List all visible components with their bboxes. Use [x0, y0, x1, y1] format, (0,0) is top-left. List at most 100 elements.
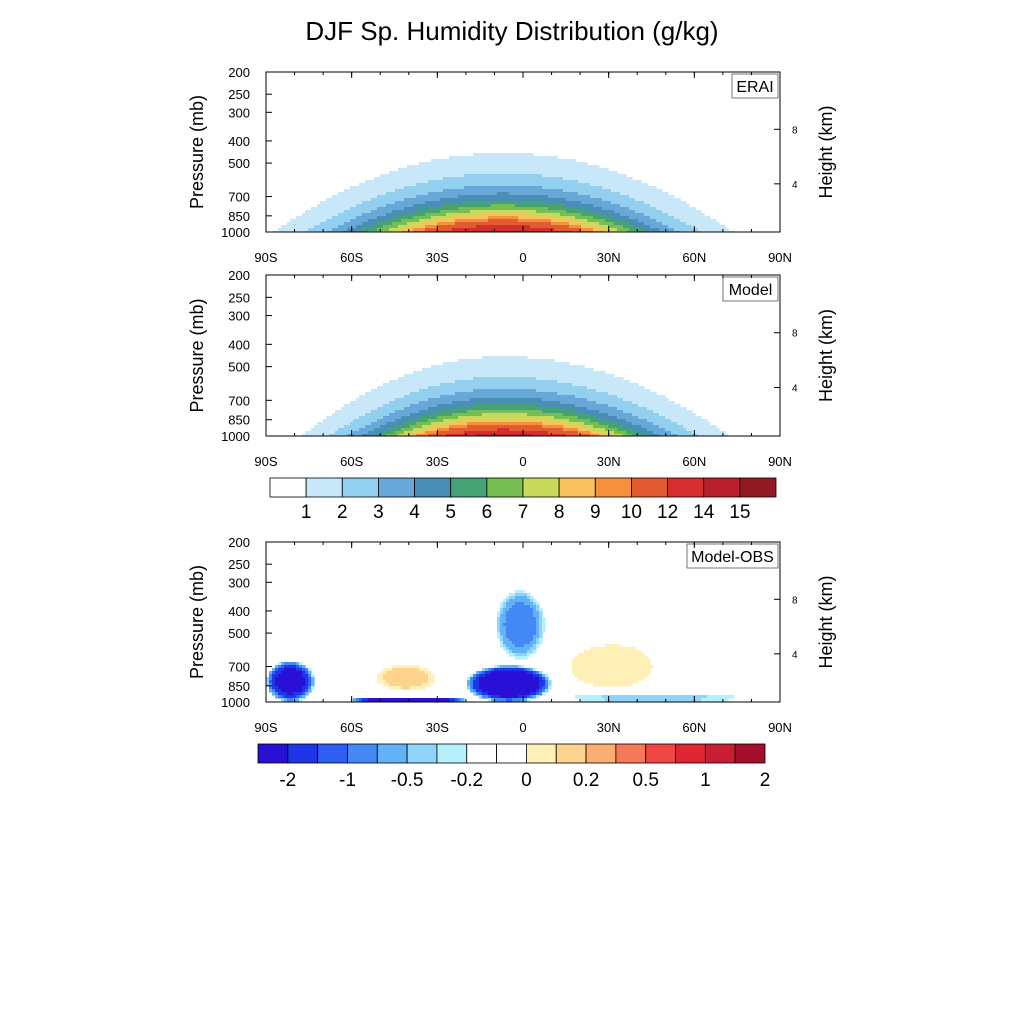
contour-cell	[377, 386, 429, 390]
contour-cell	[590, 210, 615, 214]
contour-cell	[473, 677, 477, 681]
colorbar-label: 4	[409, 502, 420, 523]
contour-cell	[605, 228, 618, 232]
contour-cell	[548, 680, 552, 684]
contour-cell	[425, 201, 462, 205]
contour-cell	[383, 431, 396, 435]
contour-cell	[590, 647, 636, 651]
panel-erai: ERAI 90S 60S 30S 0 30N 60N 90N 200 250 300 400 500 70…	[187, 65, 836, 265]
contour-cell	[611, 434, 624, 436]
colorbar-label: 2	[760, 770, 771, 791]
contour-cell	[470, 689, 474, 693]
contour-cell	[302, 213, 339, 217]
contour-cell	[455, 392, 558, 396]
contour-cell	[542, 629, 546, 633]
contour-cell	[308, 680, 312, 684]
contour-cell	[506, 629, 537, 633]
contour-cell	[386, 192, 429, 196]
y-tick-label: 1000	[221, 695, 250, 710]
contour-cell	[350, 186, 405, 190]
contour-cell	[587, 398, 624, 402]
panel-model-minus-obs: Model-OBS 90S 60S 30S 0 30N 60N 90N 200 250 300 400…	[187, 535, 836, 735]
contour-cell	[350, 401, 390, 405]
contour-cell	[275, 689, 282, 693]
contour-cell	[611, 189, 663, 193]
contour-cell	[590, 434, 600, 436]
contour-cell	[368, 219, 387, 223]
contour-cell	[611, 216, 630, 220]
contour-cell	[395, 398, 429, 402]
contour-cell	[329, 434, 348, 436]
contour-cell	[359, 428, 375, 432]
contour-cell	[503, 602, 507, 606]
contour-cell	[698, 228, 729, 232]
y-tick-label: 200	[228, 268, 250, 283]
contour-cell	[287, 698, 294, 702]
contour-cell	[305, 689, 309, 693]
y-tick-label: 500	[228, 360, 250, 375]
contour-cell	[338, 225, 357, 229]
contour-cell	[527, 596, 531, 600]
panel-label: ERAI	[736, 79, 773, 96]
contour-cell	[419, 668, 429, 672]
contour-cell	[362, 434, 378, 436]
contour-cell	[500, 632, 507, 636]
contour-cell	[656, 219, 681, 223]
contour-cell	[386, 434, 399, 436]
contour-cell	[503, 605, 507, 609]
contour-cell	[386, 219, 402, 223]
contour-cell	[530, 692, 537, 696]
contour-cell	[356, 216, 378, 220]
contour-cell	[497, 428, 510, 432]
contour-cell	[557, 407, 588, 411]
contour-cell	[506, 647, 510, 651]
contour-cell	[557, 392, 609, 396]
contour-cell	[530, 605, 537, 609]
contour-cell	[536, 389, 597, 393]
contour-cell	[275, 692, 279, 696]
contour-cell	[272, 671, 276, 675]
contour-cell	[479, 671, 483, 675]
colorbar-swatch	[585, 743, 617, 764]
contour-cell	[302, 686, 309, 690]
contour-cell	[332, 413, 366, 417]
contour-cell	[515, 653, 528, 657]
contour-cell	[698, 434, 729, 436]
contour-cell	[350, 207, 378, 211]
contour-cell	[419, 162, 588, 166]
y-axis-label: Pressure (mb)	[187, 298, 207, 412]
contour-cell	[590, 428, 606, 432]
contour-cell	[470, 677, 474, 681]
contour-cell	[302, 671, 306, 675]
contour-cell	[470, 210, 537, 214]
contour-cell	[590, 431, 603, 435]
contour-cell	[509, 599, 531, 603]
colorbar-swatch	[704, 743, 736, 764]
contour-cell	[416, 183, 591, 187]
contour-cell	[518, 216, 555, 220]
contour-cell	[509, 650, 513, 654]
contour-cell	[533, 614, 540, 618]
contour-cell	[302, 689, 306, 693]
contour-cell	[533, 668, 537, 672]
x-tick-label: 0	[519, 454, 526, 469]
colorbar-label: 2	[337, 502, 348, 523]
contour-cell	[449, 422, 468, 426]
contour-cell	[587, 219, 606, 223]
colorbar-swatch	[414, 477, 452, 498]
contour-cell	[386, 671, 426, 675]
contour-cell	[530, 668, 534, 672]
contour-cell	[614, 222, 630, 226]
contour-cell	[632, 401, 675, 405]
contour-cell	[503, 647, 507, 651]
contour-cell	[455, 698, 459, 702]
contour-cell	[482, 695, 489, 699]
contour-cell	[365, 392, 411, 396]
contour-cell	[548, 195, 591, 199]
contour-cell	[383, 668, 393, 672]
contour-cell	[383, 404, 411, 408]
contour-cell	[356, 698, 360, 702]
contour-cell	[572, 383, 639, 387]
right-tick-label: 4	[792, 180, 798, 191]
contour-cell	[458, 416, 555, 420]
